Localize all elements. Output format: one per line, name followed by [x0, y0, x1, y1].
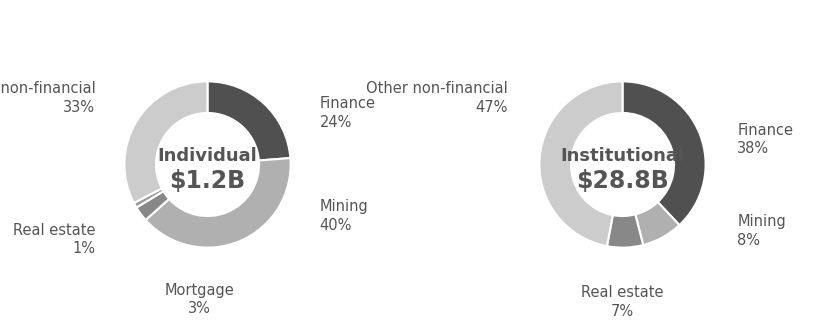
- Wedge shape: [145, 158, 290, 248]
- Text: Other non-financial
47%: Other non-financial 47%: [366, 81, 508, 115]
- Wedge shape: [540, 81, 622, 246]
- Text: Individual: Individual: [158, 147, 257, 165]
- Wedge shape: [124, 81, 208, 203]
- Wedge shape: [136, 191, 169, 220]
- Text: Finance
38%: Finance 38%: [737, 123, 793, 156]
- Text: Finance
24%: Finance 24%: [320, 96, 376, 130]
- Text: Institutional: Institutional: [560, 147, 685, 165]
- Text: Mortgage
3%: Mortgage 3%: [164, 283, 234, 316]
- Text: Real estate
7%: Real estate 7%: [581, 285, 664, 318]
- Wedge shape: [622, 81, 706, 225]
- Wedge shape: [208, 81, 290, 161]
- Wedge shape: [134, 189, 164, 208]
- Text: $28.8B: $28.8B: [576, 169, 669, 193]
- Text: Real estate
1%: Real estate 1%: [12, 222, 95, 256]
- Text: $1.2B: $1.2B: [169, 169, 246, 193]
- Wedge shape: [635, 202, 680, 245]
- Text: Other non-financial
33%: Other non-financial 33%: [0, 81, 95, 115]
- Text: Mining
8%: Mining 8%: [737, 214, 786, 248]
- Wedge shape: [607, 215, 643, 248]
- Text: Mining
40%: Mining 40%: [320, 199, 369, 233]
